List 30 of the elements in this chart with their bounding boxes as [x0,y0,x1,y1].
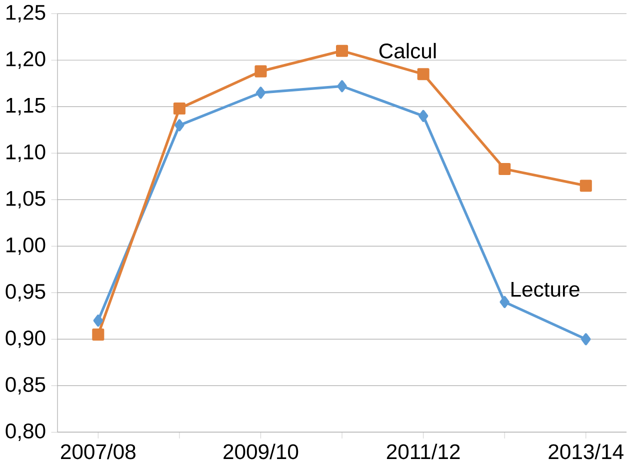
point [173,102,186,114]
point [581,333,591,346]
y-tick-label: 0,85 [6,376,46,394]
x-tick-label: 2007/08 [60,444,136,460]
x-tick-label: 2011/12 [386,444,460,460]
point [174,119,184,132]
y-tick-label: 0,95 [6,284,46,302]
point [500,296,510,308]
y-tick-label: 1,20 [6,51,46,69]
point [93,314,103,327]
point [337,80,347,92]
point [418,110,428,122]
y-tick-label: 1,00 [6,237,46,255]
series-label: Lecture [512,282,580,297]
point [417,68,430,80]
point [580,180,592,192]
point [256,86,266,99]
y-tick-label: 1,10 [6,144,46,162]
y-tick-label: 1,05 [6,190,46,208]
x-tick-label: 2009/10 [224,444,298,460]
x-tick-label: 2013/14 [548,444,624,460]
y-tick-label: 0,80 [6,423,46,441]
series-label: Calcul [379,42,436,58]
y-tick-label: 0,90 [6,330,46,348]
point [336,44,348,57]
point [498,162,511,175]
point [254,65,267,78]
y-tick-label: 1,15 [6,98,46,116]
point [92,328,104,341]
y-tick-label: 1,25 [6,4,46,22]
